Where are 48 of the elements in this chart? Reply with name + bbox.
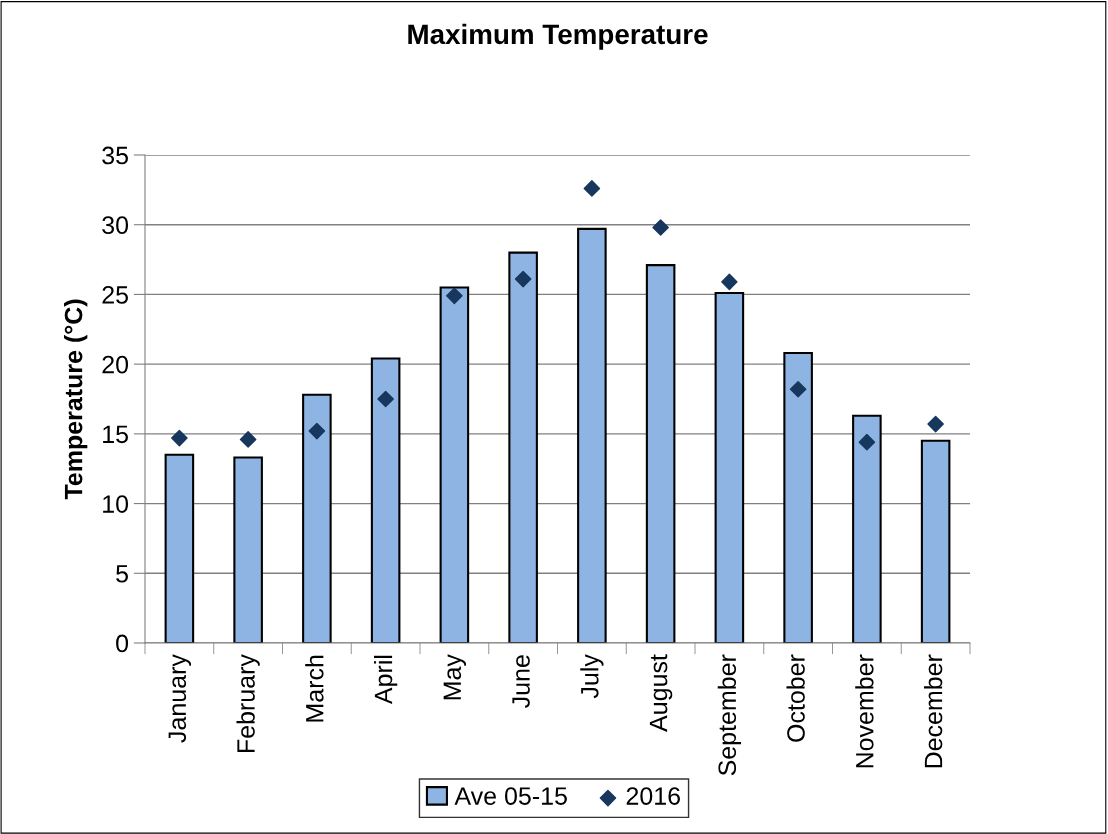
x-tick-label: August [649,654,673,732]
y-tick-label: 25 [102,286,128,304]
x-tick-label: June [512,655,530,708]
x-tick-label: September [717,654,742,776]
chart-title: Maximum Temperature [408,23,708,50]
bar [645,264,676,643]
x-tick-label: March [305,655,324,722]
bar [302,393,332,643]
point [446,287,463,305]
y-axis-title: Temperature (°C) [64,299,88,500]
bar [439,286,470,643]
x-tick-label: December [923,654,943,768]
y-tick-label: 0 [116,634,129,653]
y-tick-label: 30 [102,216,129,235]
point [239,431,257,448]
y-tick-label: 35 [102,146,128,165]
bar [714,291,745,643]
y-tick-label: 15 [103,425,128,444]
legend-label: 2016 [626,787,680,805]
point [789,380,807,398]
y-tick-label: 5 [116,565,128,583]
bar [508,251,538,643]
point [171,429,188,447]
x-tick-label: January [168,654,192,743]
y-tick-label: 20 [102,355,129,374]
x-tick-label: May [443,654,467,700]
x-tick-label: October [786,654,805,742]
bar [164,453,195,643]
point [858,433,876,451]
x-tick-label: February [236,654,260,753]
bar [233,456,263,643]
point [583,180,601,197]
point [652,219,669,236]
legend-label: Ave 05-15 [454,787,567,805]
bar [920,439,951,643]
x-tick-label: July [580,654,604,699]
point [308,422,326,440]
point [514,270,532,288]
bar [577,227,607,643]
point [377,390,394,408]
y-tick-label: 10 [103,495,129,513]
x-tick-label: April [373,655,398,705]
point [721,273,738,291]
x-tick-label: November [855,654,874,768]
bar [783,351,813,643]
point [927,415,944,433]
bar [852,414,882,643]
bar [370,357,401,643]
